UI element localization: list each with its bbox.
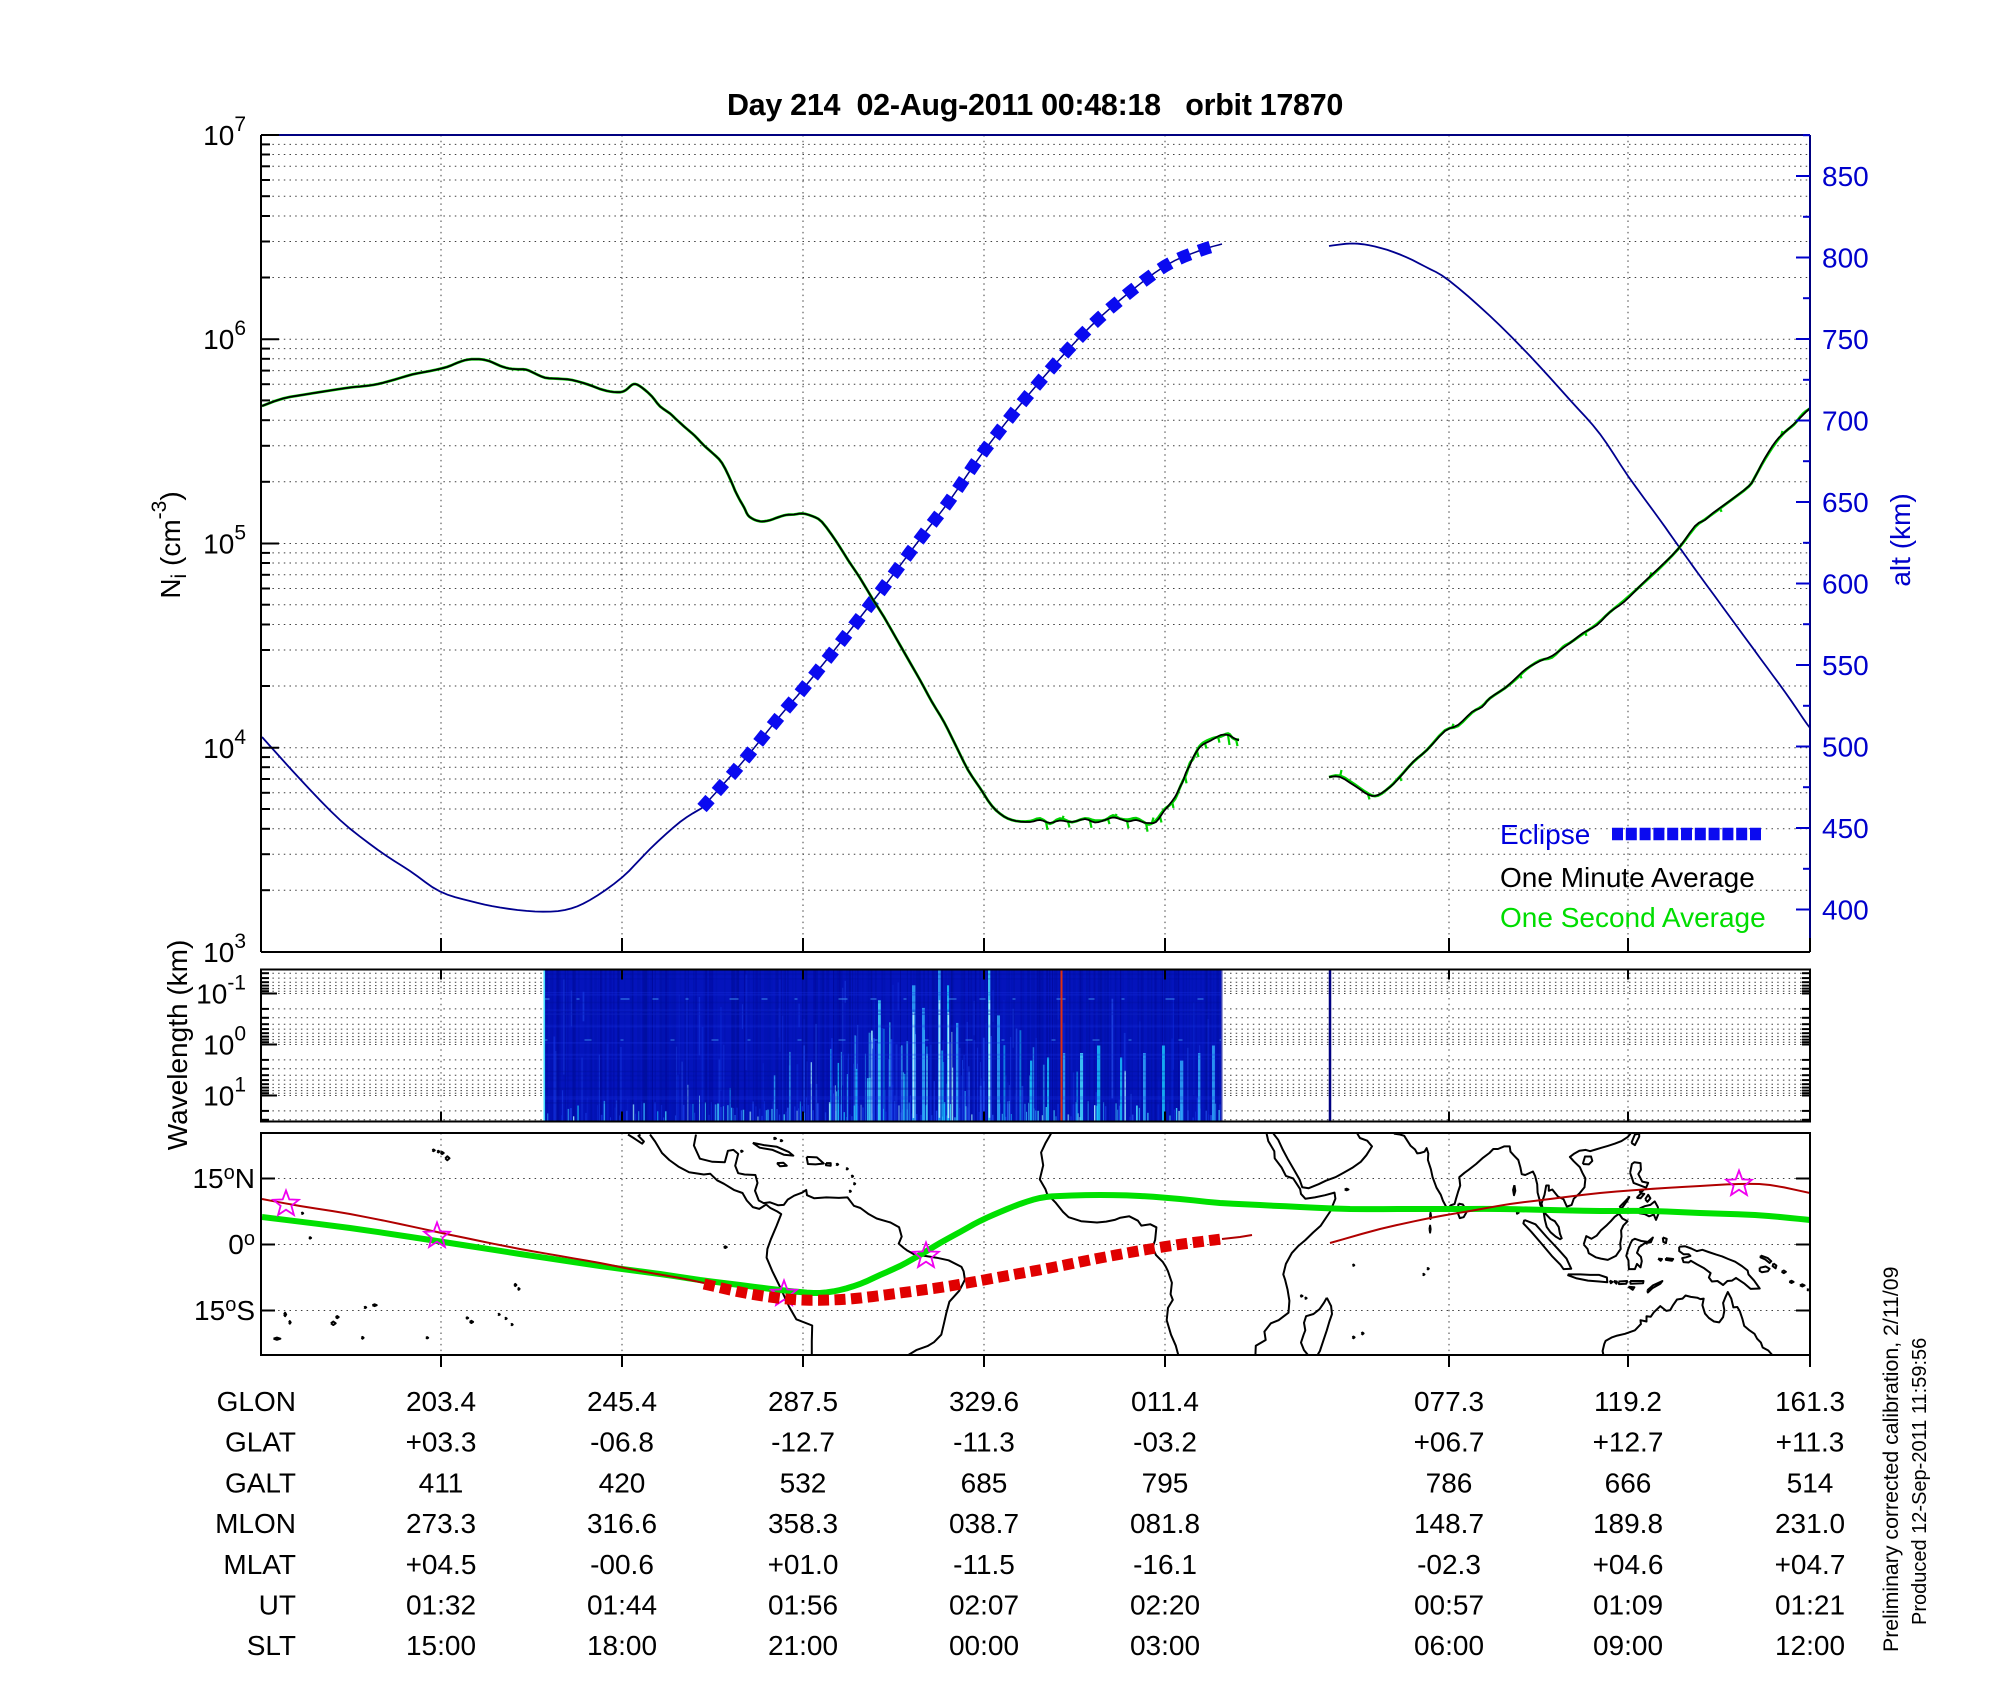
svg-text:532: 532 [780, 1467, 827, 1498]
svg-text:+04.6: +04.6 [1593, 1549, 1664, 1580]
svg-text:00:57: 00:57 [1414, 1590, 1484, 1621]
svg-text:-16.1: -16.1 [1133, 1549, 1197, 1580]
svg-text:01:09: 01:09 [1593, 1590, 1663, 1621]
svg-text:01:32: 01:32 [406, 1590, 476, 1621]
svg-text:One Second Average: One Second Average [1500, 902, 1766, 933]
svg-text:750: 750 [1822, 324, 1869, 355]
svg-text:800: 800 [1822, 243, 1869, 274]
svg-text:+04.5: +04.5 [406, 1549, 477, 1580]
svg-text:189.8: 189.8 [1593, 1508, 1663, 1539]
svg-text:-02.3: -02.3 [1417, 1549, 1481, 1580]
svg-text:700: 700 [1822, 406, 1869, 437]
svg-text:850: 850 [1822, 161, 1869, 192]
svg-text:GLON: GLON [217, 1386, 296, 1417]
svg-text:600: 600 [1822, 569, 1869, 600]
svg-text:786: 786 [1426, 1467, 1473, 1498]
svg-text:411: 411 [419, 1467, 464, 1498]
svg-text:161.3: 161.3 [1775, 1386, 1845, 1417]
svg-text:450: 450 [1822, 813, 1869, 844]
svg-text:650: 650 [1822, 487, 1869, 518]
svg-text:685: 685 [961, 1467, 1008, 1498]
svg-text:Preliminary corrected calibrat: Preliminary corrected calibration, 2/11/… [1879, 1267, 1903, 1653]
svg-text:-03.2: -03.2 [1133, 1427, 1197, 1458]
svg-text:Eclipse: Eclipse [1500, 819, 1590, 850]
svg-text:119.2: 119.2 [1594, 1386, 1662, 1417]
svg-text:-12.7: -12.7 [771, 1427, 835, 1458]
svg-text:15oS: 15oS [194, 1294, 255, 1326]
svg-text:550: 550 [1822, 650, 1869, 681]
svg-text:03:00: 03:00 [1130, 1630, 1200, 1661]
svg-text:231.0: 231.0 [1775, 1508, 1845, 1539]
svg-text:011.4: 011.4 [1131, 1386, 1199, 1417]
svg-text:077.3: 077.3 [1414, 1386, 1484, 1417]
svg-text:12:00: 12:00 [1775, 1630, 1845, 1661]
svg-text:420: 420 [599, 1467, 646, 1498]
svg-text:081.8: 081.8 [1130, 1508, 1200, 1539]
svg-text:02:07: 02:07 [949, 1590, 1019, 1621]
svg-text:Day 214 02-Aug-2011 00:48:18: Day 214 02-Aug-2011 00:48:18 orbit 17870 [727, 88, 1343, 122]
svg-text:GLAT: GLAT [225, 1427, 296, 1458]
svg-text:GALT: GALT [225, 1467, 296, 1498]
svg-text:09:00: 09:00 [1593, 1630, 1663, 1661]
svg-text:Produced 12-Sep-2011 11:59:56: Produced 12-Sep-2011 11:59:56 [1909, 1338, 1931, 1625]
svg-text:One Minute Average: One Minute Average [1500, 862, 1755, 893]
svg-text:795: 795 [1142, 1467, 1189, 1498]
svg-text:-11.3: -11.3 [953, 1427, 1015, 1458]
svg-text:287.5: 287.5 [768, 1386, 838, 1417]
svg-text:358.3: 358.3 [768, 1508, 838, 1539]
svg-text:UT: UT [259, 1590, 296, 1621]
svg-text:+06.7: +06.7 [1414, 1427, 1485, 1458]
svg-text:06:00: 06:00 [1414, 1630, 1484, 1661]
svg-text:+12.7: +12.7 [1593, 1427, 1664, 1458]
svg-text:alt (km): alt (km) [1885, 493, 1916, 586]
svg-text:SLT: SLT [247, 1630, 296, 1661]
svg-text:-00.6: -00.6 [590, 1549, 654, 1580]
svg-text:00:00: 00:00 [949, 1630, 1019, 1661]
svg-text:15:00: 15:00 [406, 1630, 476, 1661]
svg-text:+11.3: +11.3 [1776, 1427, 1845, 1458]
svg-text:+04.7: +04.7 [1775, 1549, 1846, 1580]
svg-text:01:44: 01:44 [587, 1590, 657, 1621]
svg-text:18:00: 18:00 [587, 1630, 657, 1661]
svg-text:514: 514 [1787, 1467, 1834, 1498]
svg-text:329.6: 329.6 [949, 1386, 1019, 1417]
svg-text:273.3: 273.3 [406, 1508, 476, 1539]
svg-text:203.4: 203.4 [406, 1386, 476, 1417]
svg-text:148.7: 148.7 [1414, 1508, 1484, 1539]
svg-text:Wavelength (km): Wavelength (km) [162, 940, 193, 1151]
svg-text:-11.5: -11.5 [953, 1549, 1015, 1580]
svg-text:245.4: 245.4 [587, 1386, 657, 1417]
svg-text:-06.8: -06.8 [590, 1427, 654, 1458]
svg-text:400: 400 [1822, 895, 1869, 926]
svg-text:038.7: 038.7 [949, 1508, 1019, 1539]
svg-text:+01.0: +01.0 [768, 1549, 839, 1580]
svg-text:666: 666 [1605, 1467, 1652, 1498]
svg-text:02:20: 02:20 [1130, 1590, 1200, 1621]
svg-text:21:00: 21:00 [768, 1630, 838, 1661]
svg-text:MLAT: MLAT [223, 1549, 296, 1580]
svg-text:316.6: 316.6 [587, 1508, 657, 1539]
svg-text:+03.3: +03.3 [406, 1427, 477, 1458]
svg-text:500: 500 [1822, 732, 1869, 763]
svg-text:01:21: 01:21 [1775, 1590, 1845, 1621]
svg-text:MLON: MLON [215, 1508, 296, 1539]
svg-text:01:56: 01:56 [768, 1590, 838, 1621]
